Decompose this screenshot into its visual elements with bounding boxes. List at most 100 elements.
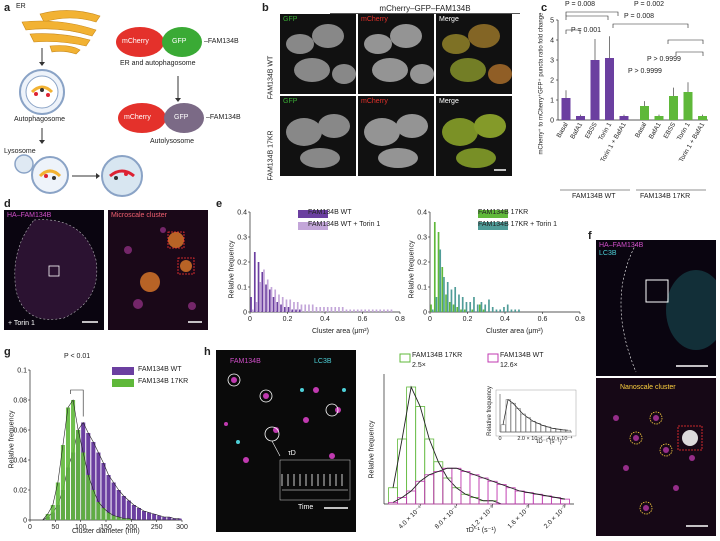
g-bar <box>50 505 55 520</box>
e-bar <box>478 304 481 312</box>
e-bar <box>338 307 340 312</box>
h-leg1v: 2.5× <box>412 362 426 369</box>
g-bar <box>65 407 71 520</box>
e-leg1a: FAM134B WT <box>308 209 352 216</box>
fam-label: –FAM134B <box>204 38 239 45</box>
panel-h-label: h <box>204 346 211 358</box>
e-bar <box>308 304 310 312</box>
g-bar <box>116 517 121 520</box>
panel-b-title: mCherry–GFP–FAM134B <box>330 4 520 14</box>
e-bar <box>270 287 273 312</box>
micrograph-gfp-17kr: GFP <box>280 96 356 176</box>
e-xtick-label: 0.6 <box>358 316 368 323</box>
c-bar <box>590 60 600 120</box>
c-bracket <box>675 51 704 56</box>
g-bar <box>86 475 91 520</box>
c-p4: P = 0.008 <box>624 13 655 20</box>
e-ylabel-1: Relative frequency <box>228 240 236 299</box>
g-bar <box>126 500 131 520</box>
e-ytick-label: 0.2 <box>417 260 427 267</box>
g-bar <box>136 508 141 520</box>
g-xlabel: Cluster diameter (nm) <box>72 528 140 535</box>
e-bar <box>446 282 449 312</box>
g-bar <box>141 511 147 520</box>
autophagosome-label: Autophagosome <box>14 116 65 123</box>
g-ytick-label: 0.06 <box>13 428 27 435</box>
autophagosome-shape-2 <box>31 156 69 194</box>
c-p2: P = 0.002 <box>634 1 665 8</box>
c-group2: FAM134B 17KR <box>640 193 691 200</box>
e-bar <box>330 307 333 312</box>
h-ylabel: Relative frequency <box>368 420 376 479</box>
h-xtick-label: 4.0 × 10⁻⁴ <box>398 504 424 530</box>
e-ytick-label: 0 <box>423 310 427 317</box>
e-xtick-label: 0.4 <box>500 316 510 323</box>
e-ytick-label: 0.1 <box>417 285 427 292</box>
e-bar <box>430 304 432 312</box>
e-bar <box>465 302 468 312</box>
h-bar <box>514 490 525 505</box>
h-bar <box>397 438 408 505</box>
g-ytick-label: 0.08 <box>13 398 27 405</box>
e-ytick-label: 0.1 <box>237 285 247 292</box>
g-bar <box>91 442 96 520</box>
c-bar <box>683 92 693 120</box>
e-bar <box>287 307 290 312</box>
e-bar <box>300 304 303 312</box>
micrograph-d-inset: Microscale cluster <box>108 210 208 330</box>
h-bar <box>478 500 489 505</box>
e-bar <box>443 277 445 312</box>
e-bar <box>503 307 505 312</box>
e-bar <box>364 309 367 312</box>
autolysosome-label: Autolysosome <box>150 138 194 145</box>
g-bar <box>162 517 167 520</box>
gfp-label-2: GFP <box>174 114 189 121</box>
e-leg2b: FAM134B 17KR + Torin 1 <box>478 221 558 228</box>
g-bar <box>55 482 60 520</box>
g-ytick-label: 0.04 <box>13 458 27 465</box>
micrograph-mcherry-17kr: mCherry <box>358 96 434 176</box>
h-inset-xtick-label: 4.0 × 10⁻⁴ <box>547 435 573 442</box>
h-bar <box>451 467 462 505</box>
e-bar <box>450 289 453 312</box>
e-bar <box>460 309 462 312</box>
g-bar <box>96 452 101 520</box>
e-bar <box>304 304 307 312</box>
g-xtick-label: 0 <box>28 524 32 531</box>
g-fit-line <box>42 399 180 521</box>
e-bar <box>461 297 464 312</box>
micrograph-f-cell: HA–FAM134B LC3B <box>596 240 716 376</box>
e-bar <box>261 272 264 312</box>
e-bar <box>518 309 520 312</box>
h-bar <box>460 471 471 505</box>
g-bracket <box>70 389 84 417</box>
fam-label-2: –FAM134B <box>206 114 241 121</box>
h-bar <box>469 474 480 505</box>
e-bar <box>334 307 337 312</box>
e-bar <box>280 304 282 312</box>
g-bar <box>76 430 81 520</box>
e-bar <box>506 304 509 312</box>
lysosome-shape <box>14 154 34 174</box>
c-bracket <box>667 39 704 44</box>
g-ytick-label: 0.02 <box>13 488 27 495</box>
micrograph-gfp-wt: GFP <box>280 14 356 94</box>
g-bar <box>111 482 116 520</box>
gfp-ellipse <box>162 27 202 57</box>
e-legend-swatch <box>478 222 508 230</box>
e-bar <box>326 307 329 312</box>
h-inset-xtick-label: 0 <box>498 436 501 442</box>
h-legend-swatch <box>487 353 499 363</box>
er-auto-label: ER and autophagosome <box>120 60 196 67</box>
c-bar <box>698 116 707 120</box>
e-xtick-label: 0.6 <box>538 316 548 323</box>
panel-a-label: a <box>4 2 11 14</box>
c-ytick-label: 4 <box>550 38 554 45</box>
g-fit-line <box>42 421 180 521</box>
c-p3: P = 0.001 <box>571 27 602 34</box>
chart-e: 0 0.1 0.2 0.3 0.4 0 0.2 0.4 0.6 0.8 0 0.1 0.2 0.3 0.4 0… <box>237 210 585 324</box>
c-bracket <box>565 11 619 16</box>
e-bar <box>476 304 479 312</box>
g-bar <box>157 515 162 520</box>
c-category-label: Basal <box>634 121 648 139</box>
